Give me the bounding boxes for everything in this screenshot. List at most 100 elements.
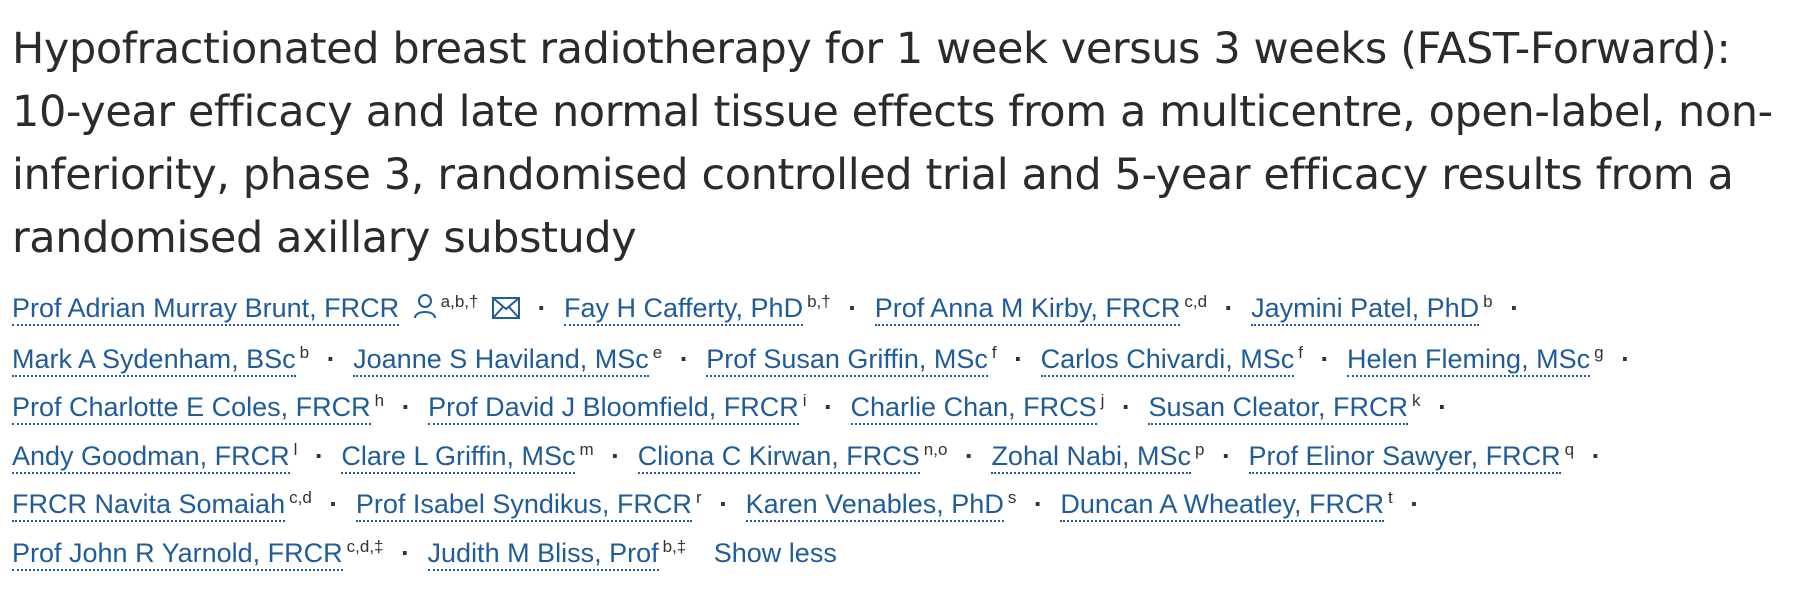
author-link[interactable]: Judith M Bliss, Prof xyxy=(427,537,659,571)
envelope-icon[interactable] xyxy=(491,286,520,335)
author-item: Joanne S Haviland, MSc e xyxy=(353,342,670,377)
separator: · xyxy=(314,440,324,471)
show-less-button[interactable]: Show less xyxy=(713,537,837,568)
affiliation-marker: a,b,† xyxy=(440,292,479,311)
author-item: Prof David J Bloomfield, FRCR i xyxy=(428,392,814,425)
author-link[interactable]: Joanne S Haviland, MSc xyxy=(353,343,649,377)
separator: · xyxy=(1591,440,1601,471)
author-item: Judith M Bliss, Prof b,‡ xyxy=(427,536,694,571)
author-line: Andy Goodman, FRCR l · Clare L Griffin, M… xyxy=(12,432,1802,481)
author-item: Charlie Chan, FRCS j xyxy=(850,392,1112,425)
affiliation-marker: b,‡ xyxy=(662,536,687,556)
author-link[interactable]: Andy Goodman, FRCR xyxy=(12,440,290,474)
affiliation-marker: g xyxy=(1594,342,1604,362)
title-line: 10-year efficacy and late normal tissue … xyxy=(12,87,1773,137)
author-link[interactable]: Karen Venables, PhD xyxy=(745,489,1004,522)
author-link[interactable]: Fay H Cafferty, PhD xyxy=(564,293,804,326)
separator: · xyxy=(1438,392,1448,422)
author-link[interactable]: Prof Adrian Murray Brunt, FRCR xyxy=(12,293,400,326)
author-link[interactable]: Prof Elinor Sawyer, FRCR xyxy=(1248,440,1561,474)
affiliation-marker: c,d xyxy=(289,488,312,507)
affiliation-marker: p xyxy=(1195,439,1205,459)
author-item: Karen Venables, PhD s xyxy=(745,488,1024,522)
author-list: Prof Adrian Murray Brunt, FRCR a,b,† · xyxy=(12,284,1802,577)
person-icon[interactable] xyxy=(413,286,437,335)
separator: · xyxy=(848,293,858,323)
separator: · xyxy=(1224,293,1234,323)
author-item: Fay H Cafferty, PhD b,† xyxy=(564,292,838,326)
affiliation-marker: s xyxy=(1007,488,1017,507)
separator: · xyxy=(326,343,336,374)
separator: · xyxy=(679,343,689,374)
article-header: Hypofractionated breast radiotherapy for… xyxy=(12,18,1802,577)
author-link[interactable]: Prof David J Bloomfield, FRCR xyxy=(428,392,799,425)
author-link[interactable]: Prof Isabel Syndikus, FRCR xyxy=(355,489,692,522)
separator: · xyxy=(824,392,834,422)
title-line: randomised axillary substudy xyxy=(12,213,637,263)
author-link[interactable]: FRCR Navita Somaiah xyxy=(12,489,286,522)
affiliation-marker: e xyxy=(652,342,663,362)
author-line: Mark A Sydenham, BSc b · Joanne S Havilan… xyxy=(12,335,1802,384)
separator: · xyxy=(1320,343,1330,374)
author-link[interactable]: Zohal Nabi, MSc xyxy=(991,440,1192,474)
affiliation-marker: k xyxy=(1412,391,1421,410)
author-item: Prof Anna M Kirby, FRCR c,d xyxy=(874,292,1215,326)
separator: · xyxy=(1222,440,1231,471)
author-item: Andy Goodman, FRCR l xyxy=(12,440,305,474)
author-item: Prof Adrian Murray Brunt, FRCR a,b,† xyxy=(12,292,527,326)
separator: · xyxy=(329,489,339,519)
author-link[interactable]: Duncan A Wheatley, FRCR xyxy=(1060,489,1384,522)
author-link[interactable]: Carlos Chivardi, MSc xyxy=(1040,343,1295,377)
author-item: Cliona C Kirwan, FRCS n,o xyxy=(637,439,955,474)
affiliation-marker: h xyxy=(374,391,385,410)
affiliation-marker: m xyxy=(579,439,594,459)
affiliation-marker: c,d,‡ xyxy=(346,536,384,556)
author-link[interactable]: Prof Charlotte E Coles, FRCR xyxy=(12,392,371,425)
affiliation-marker: b xyxy=(1483,292,1493,311)
affiliation-marker: t xyxy=(1388,488,1393,507)
affiliation-marker: q xyxy=(1564,439,1575,459)
author-item: Prof Isabel Syndikus, FRCR r xyxy=(355,489,709,522)
author-link[interactable]: Helen Fleming, MSc xyxy=(1347,343,1591,377)
separator: · xyxy=(1014,343,1024,374)
separator: · xyxy=(1033,489,1043,519)
separator: · xyxy=(401,392,411,422)
affiliation-marker: f xyxy=(1298,342,1303,362)
author-line: Prof Adrian Murray Brunt, FRCR a,b,† · xyxy=(12,284,1802,335)
author-item: Prof Susan Griffin, MSc f xyxy=(706,342,1004,377)
author-item: Clare L Griffin, MSc m xyxy=(341,439,601,474)
affiliation-marker: c,d xyxy=(1184,292,1208,311)
author-link[interactable]: Susan Cleator, FRCR xyxy=(1148,392,1409,425)
author-link[interactable]: Charlie Chan, FRCS xyxy=(850,392,1097,425)
author-item: Helen Fleming, MSc g xyxy=(1347,342,1611,377)
author-link[interactable]: Prof Susan Griffin, MSc xyxy=(706,343,988,377)
author-link[interactable]: Clare L Griffin, MSc xyxy=(341,440,576,474)
author-link[interactable]: Prof John R Yarnold, FRCR xyxy=(12,537,343,571)
author-item: Prof Elinor Sawyer, FRCR q xyxy=(1248,439,1582,474)
author-item: Susan Cleator, FRCR k xyxy=(1148,391,1428,425)
separator: · xyxy=(537,293,547,323)
affiliation-marker: b xyxy=(299,342,310,362)
separator: · xyxy=(1410,489,1420,519)
article-title: Hypofractionated breast radiotherapy for… xyxy=(12,18,1802,270)
author-link[interactable]: Cliona C Kirwan, FRCS xyxy=(637,440,920,474)
author-link[interactable]: Jaymini Patel, PhD xyxy=(1251,293,1480,326)
title-line: inferiority, phase 3, randomised control… xyxy=(12,150,1734,200)
author-link[interactable]: Mark A Sydenham, BSc xyxy=(12,343,296,377)
affiliation-marker: n,o xyxy=(923,439,948,459)
affiliation-marker: f xyxy=(991,342,997,362)
author-line: FRCR Navita Somaiah c,d · Prof Isabel Syn… xyxy=(12,480,1802,529)
author-item: Prof Charlotte E Coles, FRCR h xyxy=(12,391,392,425)
author-line: Prof Charlotte E Coles, FRCR h · Prof Dav… xyxy=(12,383,1802,432)
separator: · xyxy=(401,537,411,568)
author-item: Zohal Nabi, MSc p xyxy=(991,439,1212,474)
author-item: FRCR Navita Somaiah c,d xyxy=(12,488,319,522)
separator: · xyxy=(1621,343,1631,374)
author-line: Prof John R Yarnold, FRCR c,d,‡ · Judith … xyxy=(12,529,1802,578)
title-line: Hypofractionated breast radiotherapy for… xyxy=(12,24,1731,74)
affiliation-marker: b,† xyxy=(807,292,831,311)
separator: · xyxy=(1121,392,1131,422)
separator: · xyxy=(719,489,729,519)
author-link[interactable]: Prof Anna M Kirby, FRCR xyxy=(874,293,1181,326)
author-item: Mark A Sydenham, BSc b xyxy=(12,342,317,377)
